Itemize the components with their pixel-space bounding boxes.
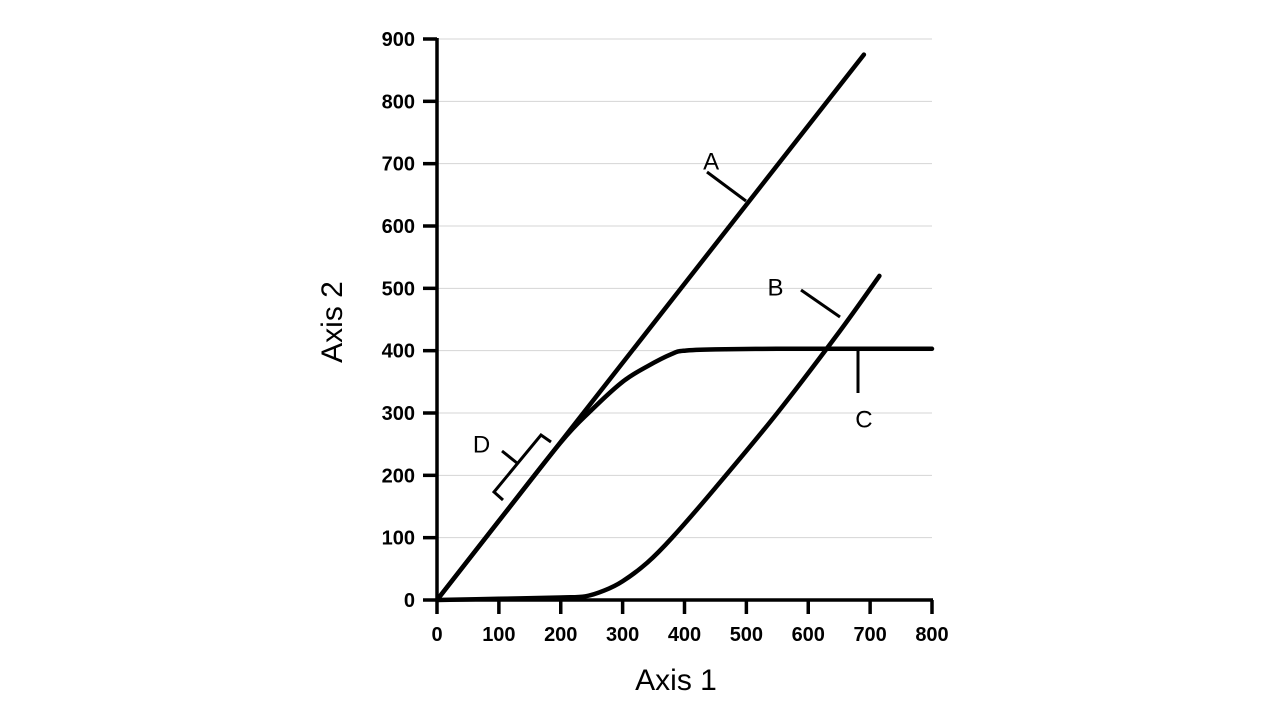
x-tick-label: 100 (482, 624, 515, 646)
y-tick-label: 700 (382, 154, 415, 176)
x-tick-label: 300 (606, 624, 639, 646)
series (434, 52, 935, 603)
x-tick-label: 0 (431, 624, 442, 646)
annotation-leader-b (800, 288, 841, 319)
annotation-label-b: B (767, 274, 783, 301)
axes (435, 38, 933, 602)
x-tick-label: 700 (853, 624, 886, 646)
y-axis-title: Axis 2 (316, 281, 349, 363)
y-tick-label: 400 (382, 341, 415, 363)
x-axis-title: Axis 1 (635, 664, 717, 697)
x-tick-label: 400 (668, 624, 701, 646)
annotations: A B C D (473, 149, 873, 502)
x-tick-label: 800 (915, 624, 948, 646)
annotation-label-c: C (855, 407, 872, 434)
y-tick-label: 100 (382, 528, 415, 550)
annotation-label-a: A (703, 149, 719, 176)
y-tick-label: 200 (382, 465, 415, 487)
y-tick-label: 0 (404, 590, 415, 612)
y-tick-label: 900 (382, 29, 415, 51)
grid (437, 38, 932, 539)
y-tick-label: 500 (382, 278, 415, 300)
annotation-leader-a (706, 170, 747, 203)
series-line-b (434, 273, 882, 603)
series-line-c (434, 346, 935, 603)
y-tick-label: 300 (382, 403, 415, 425)
y-tick-label: 600 (382, 216, 415, 238)
y-tick-label: 800 (382, 91, 415, 113)
annotation-label-d: D (473, 432, 490, 459)
annotation-bracket-d (491, 432, 552, 502)
x-tick-label: 500 (730, 624, 763, 646)
x-tick-label: 600 (792, 624, 825, 646)
ticks: 0 100 200 300 400 500 600 700 800 900 0 100 200 300 40… (382, 29, 949, 646)
x-tick-label: 200 (544, 624, 577, 646)
